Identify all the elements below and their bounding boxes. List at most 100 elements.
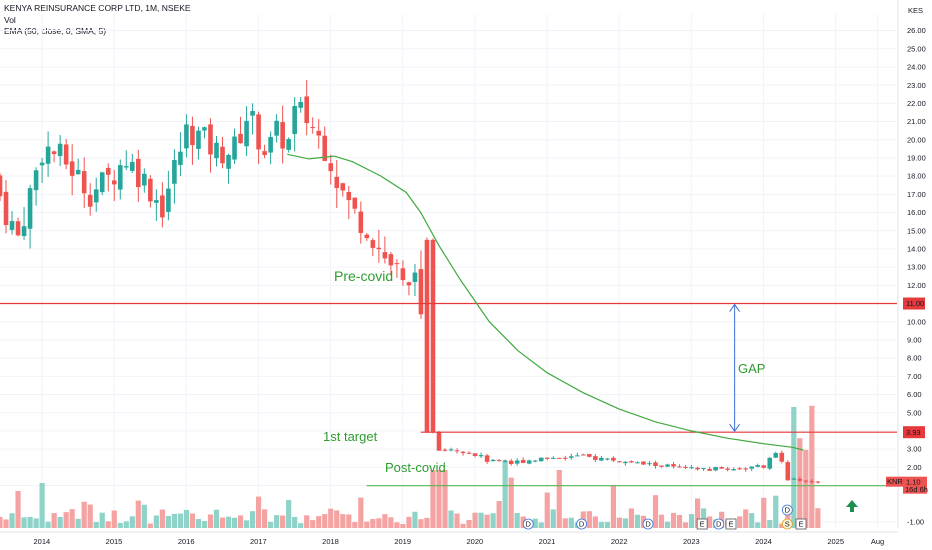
volume-bar (262, 509, 268, 528)
volume-bar (51, 513, 57, 528)
price-tick: 3.00 (907, 445, 922, 454)
volume-bar (334, 510, 340, 528)
candle-body (755, 465, 761, 467)
volume-bar (0, 516, 3, 528)
volume-bar (147, 523, 153, 528)
time-tick: 2015 (106, 537, 123, 546)
candle-body (556, 457, 562, 459)
price-tick: 15.00 (907, 226, 926, 235)
price-tick: 17.00 (907, 190, 926, 199)
candle-body (508, 460, 514, 465)
level-badge-11-bg (903, 297, 925, 310)
price-tick: 25.00 (907, 44, 926, 53)
candle-body (677, 466, 682, 468)
volume-bar (105, 521, 111, 528)
volume-bar (249, 511, 256, 528)
candle-body (575, 455, 580, 457)
candle-body (352, 197, 358, 209)
volume-bar (502, 461, 508, 528)
level-badge-393: 3.93 (906, 428, 921, 437)
candle-body (268, 136, 273, 153)
price-axis[interactable]: KES 26.00 25.00 24.00 23.00 22.00 21.00 20.00 19… (886, 0, 928, 528)
candle-body (809, 481, 815, 483)
dividend-marker[interactable] (642, 518, 654, 530)
volume-bar (508, 477, 514, 528)
price-tick: 22.00 (907, 99, 926, 108)
volume-bar (322, 514, 328, 528)
candle-body (593, 456, 598, 460)
volume-bar (171, 513, 177, 528)
ema-line (287, 153, 804, 451)
candle-body (250, 111, 255, 116)
candle-body (15, 221, 21, 236)
candle-body (117, 165, 123, 190)
candle-body (653, 462, 658, 466)
candle-body (791, 478, 797, 480)
volume-bar (484, 514, 490, 528)
time-tick: 2023 (683, 537, 700, 546)
candle-body (466, 452, 472, 454)
candle-body (514, 460, 520, 464)
candle-body (370, 240, 376, 248)
earnings-marker[interactable] (725, 518, 737, 530)
dividend-marker[interactable] (713, 518, 725, 530)
candle-body (454, 450, 460, 452)
volume-bar (93, 521, 99, 528)
dividend-marker[interactable] (522, 518, 534, 530)
candle-body (111, 180, 117, 185)
candle-body (27, 188, 33, 229)
candle-body (394, 263, 400, 265)
volume-bar (424, 517, 430, 528)
level-lines (0, 302, 897, 487)
volume-bar (129, 516, 135, 528)
price-tick: 20.00 (907, 135, 926, 144)
symbol-title[interactable]: KENYA REINSURANCE CORP LTD, 1M, NSEKE (4, 3, 191, 13)
candle-body (659, 465, 664, 467)
volume-label[interactable]: Vol (4, 14, 16, 25)
time-tick: 2020 (466, 537, 483, 546)
candle-body (322, 135, 328, 161)
candle-body (196, 130, 201, 149)
time-axis[interactable]: 2014 2015 2016 2017 2018 2019 2020 2021 2022 2023… (0, 531, 898, 546)
volume-bar (761, 497, 767, 528)
event-markers[interactable]: D D D E D EDS E (522, 504, 807, 530)
price-tick: 5.00 (907, 408, 922, 417)
volume-bar (616, 517, 623, 528)
time-tick: 2025 (827, 537, 844, 546)
volume-bar (737, 516, 743, 528)
gap-arrow-head-bottom (729, 423, 741, 433)
candle-body (436, 431, 442, 451)
candle-body (45, 146, 51, 164)
first-target-label: 1st target (323, 429, 378, 444)
candle-body (190, 125, 195, 146)
candle-body (328, 163, 334, 172)
candle-body (797, 478, 803, 481)
earnings-marker[interactable] (696, 518, 708, 530)
volume-bar (562, 518, 568, 528)
volume-bar (767, 520, 773, 528)
event-marker-label: D (645, 520, 651, 529)
volume-bar (755, 522, 761, 528)
grid (0, 14, 897, 528)
event-marker-label: D (785, 506, 791, 515)
candle-body (262, 151, 267, 155)
volume-bar (406, 516, 412, 528)
dividend-marker[interactable] (576, 518, 588, 530)
volume-bar (189, 513, 196, 528)
volume-bar (460, 523, 466, 528)
split-marker[interactable] (781, 518, 793, 530)
volume-bar (268, 521, 274, 528)
volume-bar (87, 504, 93, 528)
current-price-bg (903, 476, 927, 494)
candle-body (430, 239, 436, 432)
volume-bar (352, 522, 358, 528)
candle-body (105, 168, 111, 175)
candle-body (599, 457, 604, 461)
volume-bar (201, 521, 208, 528)
time-tick: 2017 (250, 537, 267, 546)
volume-bar (707, 516, 713, 528)
dividend-marker[interactable] (781, 504, 793, 516)
candle-body (448, 449, 454, 451)
earnings-marker[interactable] (795, 518, 807, 530)
